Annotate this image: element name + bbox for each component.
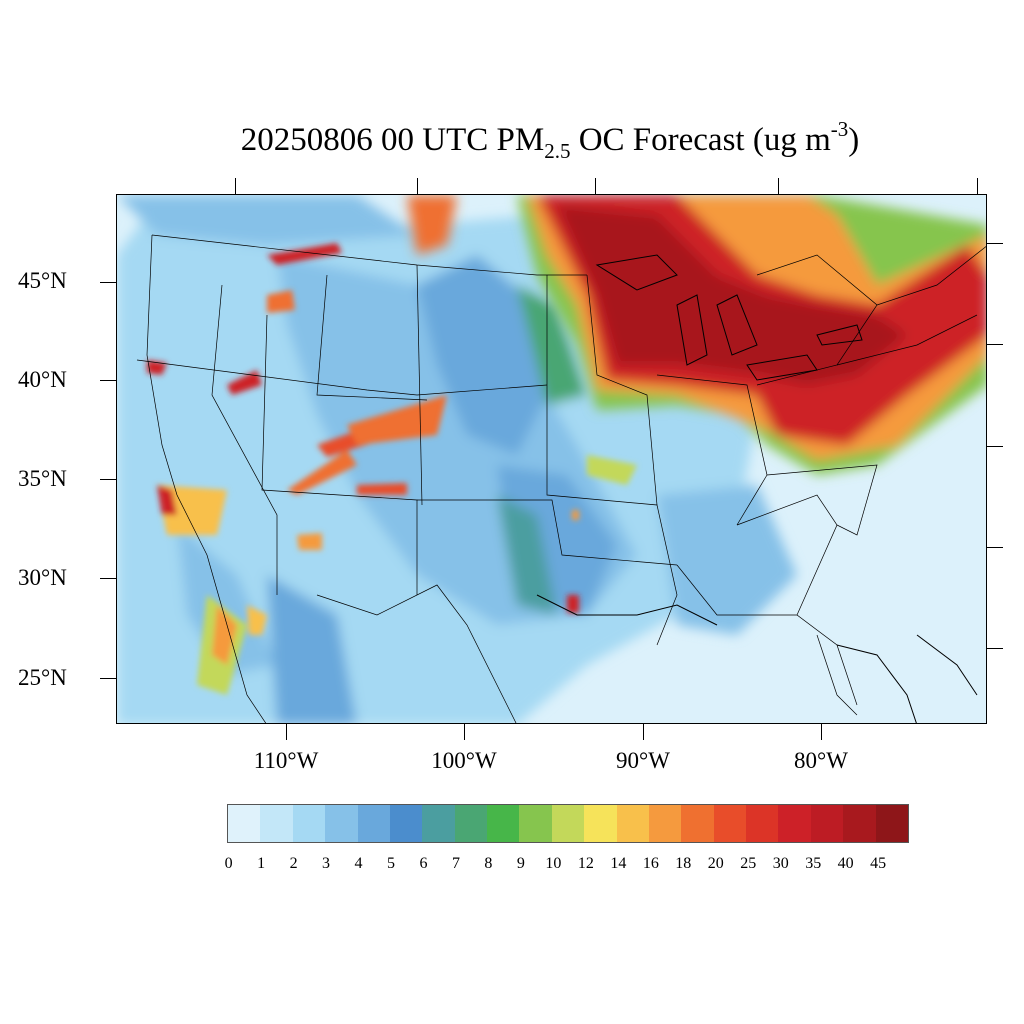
left-tick xyxy=(100,282,116,283)
legend-label: 14 xyxy=(610,855,627,872)
lon-label-80w: 80°W xyxy=(794,748,848,773)
legend-swatch xyxy=(422,805,455,842)
lon-label-110w: 110°W xyxy=(253,748,319,773)
legend-label: 1 xyxy=(257,855,266,872)
legend-swatch xyxy=(487,805,520,842)
bottom-tick xyxy=(821,724,822,740)
left-tick xyxy=(100,678,116,679)
forecast-map xyxy=(116,194,987,724)
legend-swatch xyxy=(648,805,682,842)
legend-label: 18 xyxy=(675,855,692,872)
legend-swatch xyxy=(454,805,487,842)
legend-swatch xyxy=(746,805,779,842)
lon-label-90w: 90°W xyxy=(616,748,670,773)
legend-swatch xyxy=(260,805,293,842)
legend-label: 5 xyxy=(387,855,395,872)
lat-label-45n: 45°N xyxy=(18,268,67,293)
legend-label: 8 xyxy=(484,855,493,872)
legend-swatch xyxy=(584,805,617,842)
lat-label-25n: 25°N xyxy=(18,665,67,690)
legend-swatch xyxy=(778,805,811,842)
legend-swatch xyxy=(519,805,552,842)
bottom-tick xyxy=(286,724,287,740)
top-tick xyxy=(417,178,418,194)
legend-label: 25 xyxy=(740,855,757,872)
right-tick xyxy=(987,243,1003,244)
right-tick xyxy=(987,547,1003,548)
legend-label: 30 xyxy=(772,855,789,872)
legend-swatch xyxy=(357,805,390,842)
legend-swatch xyxy=(616,805,649,842)
legend-label: 16 xyxy=(642,855,659,872)
legend-label: 7 xyxy=(451,855,460,872)
legend-label: 40 xyxy=(837,855,854,872)
great-lakes xyxy=(595,254,863,381)
legend-label: 9 xyxy=(516,855,525,872)
legend-swatch xyxy=(325,805,358,842)
coastline xyxy=(536,594,978,723)
lat-label-30n: 30°N xyxy=(18,565,67,590)
legend-swatch xyxy=(875,805,908,842)
left-tick xyxy=(100,479,116,480)
top-tick xyxy=(778,178,779,194)
map-title: 20250806 00 UTC PM2.5 OC Forecast (ug m-… xyxy=(240,117,860,163)
legend-swatch xyxy=(713,805,746,842)
legend-label: 10 xyxy=(545,855,562,872)
legend-label: 45 xyxy=(870,855,887,872)
legend-label: 6 xyxy=(419,855,428,872)
bottom-tick xyxy=(464,724,465,740)
top-tick xyxy=(977,178,978,194)
legend-label: 12 xyxy=(577,855,594,872)
legend-swatch xyxy=(292,805,326,842)
legend-label: 4 xyxy=(354,855,363,872)
lat-label-35n: 35°N xyxy=(18,466,67,491)
legend-swatch xyxy=(551,805,585,842)
legend-label: 2 xyxy=(289,855,298,872)
bottom-tick xyxy=(643,724,644,740)
legend-swatch xyxy=(389,805,423,842)
legend-swatch xyxy=(681,805,714,842)
legend-label: 35 xyxy=(805,855,822,872)
right-tick xyxy=(987,648,1003,649)
right-tick xyxy=(987,446,1003,447)
legend-swatch xyxy=(843,805,876,842)
legend-label: 3 xyxy=(322,855,331,872)
legend-label: 0 xyxy=(224,855,233,872)
left-tick xyxy=(100,380,116,381)
state-boundaries xyxy=(136,234,986,723)
top-tick xyxy=(595,178,596,194)
left-tick xyxy=(100,578,116,579)
lat-label-40n: 40°N xyxy=(18,367,67,392)
legend-label: 20 xyxy=(707,855,724,872)
legend-swatch xyxy=(228,805,261,842)
lon-label-100w: 100°W xyxy=(431,748,497,773)
legend-swatch xyxy=(810,805,844,842)
right-tick xyxy=(987,344,1003,345)
color-scale-bar xyxy=(227,804,909,843)
top-tick xyxy=(235,178,236,194)
